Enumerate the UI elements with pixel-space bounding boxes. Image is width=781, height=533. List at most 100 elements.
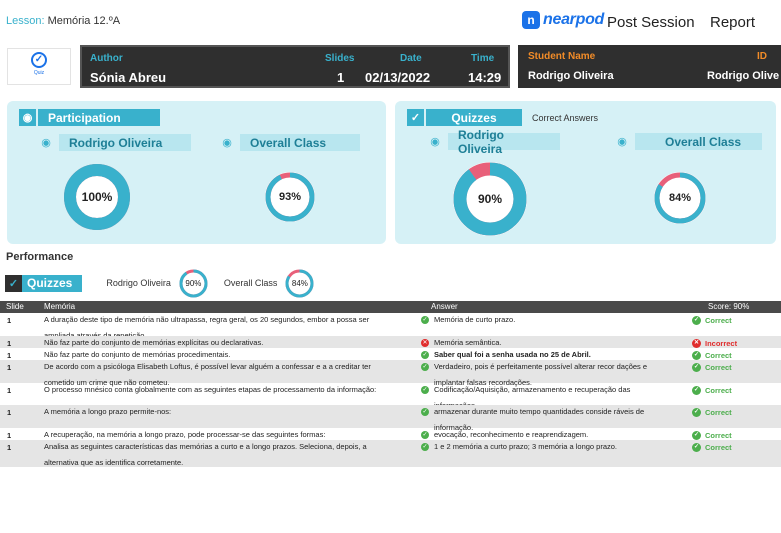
row-result: ✓ Correct [692, 443, 732, 452]
results-table: 1 A duração deste tipo de memória não ult… [0, 313, 781, 467]
performance-student-value: 90% [185, 278, 202, 288]
row-result: ✓ Correct [692, 386, 732, 395]
participation-class-row: ◉ Overall Class [220, 134, 360, 151]
quizzes-subtitle: Correct Answers [532, 112, 599, 123]
table-row[interactable]: 1 A memória a longo prazo permite-nos: ✓ ar… [0, 405, 781, 432]
donut-chart [285, 269, 314, 297]
lesson-title: Lesson: Memória 12.ºA [6, 15, 120, 27]
time-header: Time [471, 53, 495, 64]
row-answer-text: Memória de curto prazo. [434, 315, 516, 324]
slides-header: Slides [325, 53, 355, 64]
nearpod-logo-icon: n [522, 11, 540, 29]
student-name-header: Student Name [528, 51, 596, 62]
participation-header: ◉ Participation [19, 109, 160, 126]
participation-student-name: Rodrigo Oliveira [59, 134, 191, 151]
quiz-type-label: Quiz [33, 70, 45, 76]
participation-class-name: Overall Class [240, 134, 360, 151]
check-circle-icon: ✓ [421, 386, 429, 394]
donut-chart [453, 162, 527, 236]
donut-chart [64, 164, 130, 230]
checkmark-icon: ✓ [407, 109, 424, 126]
row-slide: 1 [7, 351, 12, 360]
table-row[interactable]: 1 A duração deste tipo de memória não ult… [0, 313, 781, 340]
quiz-type-badge: ✓ Quiz [7, 48, 71, 85]
lesson-label: Lesson: [6, 15, 45, 27]
time-value: 14:29 [468, 70, 502, 85]
participation-student-value: 100% [81, 190, 113, 204]
table-row[interactable]: 1 A recuperação, na memória a longo prazo… [0, 428, 781, 440]
col-question: Memória [44, 302, 76, 311]
row-result: ✓ Correct [692, 316, 732, 325]
quizzes-student-row: ◉ Rodrigo Oliveira [428, 128, 560, 156]
table-row[interactable]: 1 Analisa as seguintes características da… [0, 440, 781, 467]
row-answer: ✓ evocação, reconhecimento e reaprendizag… [421, 427, 669, 443]
table-row[interactable]: 1 Não faz parte do conjunto de memórias e… [0, 336, 781, 348]
row-answer: ✕ Memória semântica. [421, 335, 669, 351]
person-icon: ◉ [222, 137, 232, 149]
quizzes-panel: ✓ Quizzes Correct Answers ◉ Rodrigo Oliv… [395, 101, 776, 244]
row-answer-text: Saber qual foi a senha usada no 25 de Ab… [434, 350, 591, 359]
check-circle-icon: ✓ [692, 386, 701, 395]
slides-value: 1 [337, 70, 345, 85]
row-result-label: Correct [705, 386, 732, 395]
participation-title: Participation [38, 109, 160, 126]
quizzes-title: Quizzes [426, 109, 522, 126]
check-circle-icon: ✓ [692, 363, 701, 372]
check-circle-icon: ✓ [421, 363, 429, 371]
row-answer-text: armazenar durante muito tempo quantidade… [434, 407, 645, 432]
row-slide: 1 [7, 363, 12, 372]
person-icon: ◉ [19, 109, 36, 126]
student-id-header: ID [757, 51, 767, 62]
nav-post-session[interactable]: Post Session [607, 14, 695, 31]
row-question: A memória a longo prazo permite-nos: [44, 407, 172, 416]
table-row[interactable]: 1 O processo mnésico conta globalmente c… [0, 383, 781, 410]
check-circle-icon: ✓ [421, 351, 429, 359]
performance-class-name: Overall Class [223, 278, 278, 288]
row-answer: ✓ Verdadeiro, pois é perfeitamente possív… [421, 359, 669, 391]
date-header: Date [400, 53, 422, 64]
row-result-label: Incorrect [705, 339, 738, 348]
x-circle-icon: ✕ [421, 339, 429, 347]
participation-class-value: 93% [278, 191, 302, 203]
row-result-label: Correct [705, 316, 732, 325]
row-answer-text: 1 e 2 memória a curto prazo; 3 memória a… [434, 442, 618, 451]
quizzes-header: ✓ Quizzes Correct Answers [407, 109, 598, 126]
row-answer-text: evocação, reconhecimento e reaprendizage… [434, 430, 589, 439]
session-info-box: Author Sónia Abreu Slides 1 Date 02/13/2… [80, 45, 510, 88]
row-result: ✓ Correct [692, 363, 732, 372]
row-slide: 1 [7, 316, 12, 325]
participation-student-row: ◉ Rodrigo Oliveira [39, 134, 191, 151]
row-question: A recuperação, na memória a longo prazo,… [44, 430, 326, 439]
check-circle-icon: ✓ [692, 408, 701, 417]
nav-report[interactable]: Report [710, 14, 756, 31]
nearpod-logo[interactable]: n nearpod [522, 11, 604, 29]
performance-class-donut: 84% [285, 269, 314, 298]
row-result: ✕ Incorrect [692, 339, 738, 348]
donut-chart [265, 172, 315, 222]
performance-quizzes-tag[interactable]: ✓ Quizzes [5, 274, 83, 292]
row-answer: ✓ armazenar durante muito tempo quantidad… [421, 404, 669, 436]
author-header: Author [90, 53, 123, 64]
table-row[interactable]: 1 Não faz parte do conjunto de memórias p… [0, 348, 781, 360]
row-slide: 1 [7, 386, 12, 395]
row-slide: 1 [7, 431, 12, 440]
check-circle-icon: ✓ [31, 52, 47, 68]
person-icon: ◉ [41, 137, 51, 149]
quizzes-class-value: 84% [668, 192, 692, 204]
performance-class-value: 84% [291, 278, 308, 288]
col-score: Score: 90% [708, 302, 750, 311]
row-slide: 1 [7, 408, 12, 417]
participation-student-donut: 100% [62, 162, 132, 232]
student-id-value: Rodrigo Olive [707, 70, 780, 82]
top-bar: Lesson: Memória 12.ºA n nearpod Post Ses… [0, 0, 781, 42]
person-icon: ◉ [430, 136, 440, 148]
row-result-label: Correct [705, 351, 732, 360]
row-result-label: Correct [705, 408, 732, 417]
check-circle-icon: ✓ [692, 351, 701, 360]
col-answer: Answer [431, 302, 458, 311]
quizzes-class-donut: 84% [653, 171, 707, 225]
row-result-label: Correct [705, 443, 732, 452]
table-row[interactable]: 1 De acordo com a psicóloga Elisabeth Lof… [0, 360, 781, 387]
participation-panel: ◉ Participation ◉ Rodrigo Oliveira ◉ Ove… [7, 101, 386, 244]
results-table-header: Slide Memória Answer Score: 90% [0, 301, 781, 313]
